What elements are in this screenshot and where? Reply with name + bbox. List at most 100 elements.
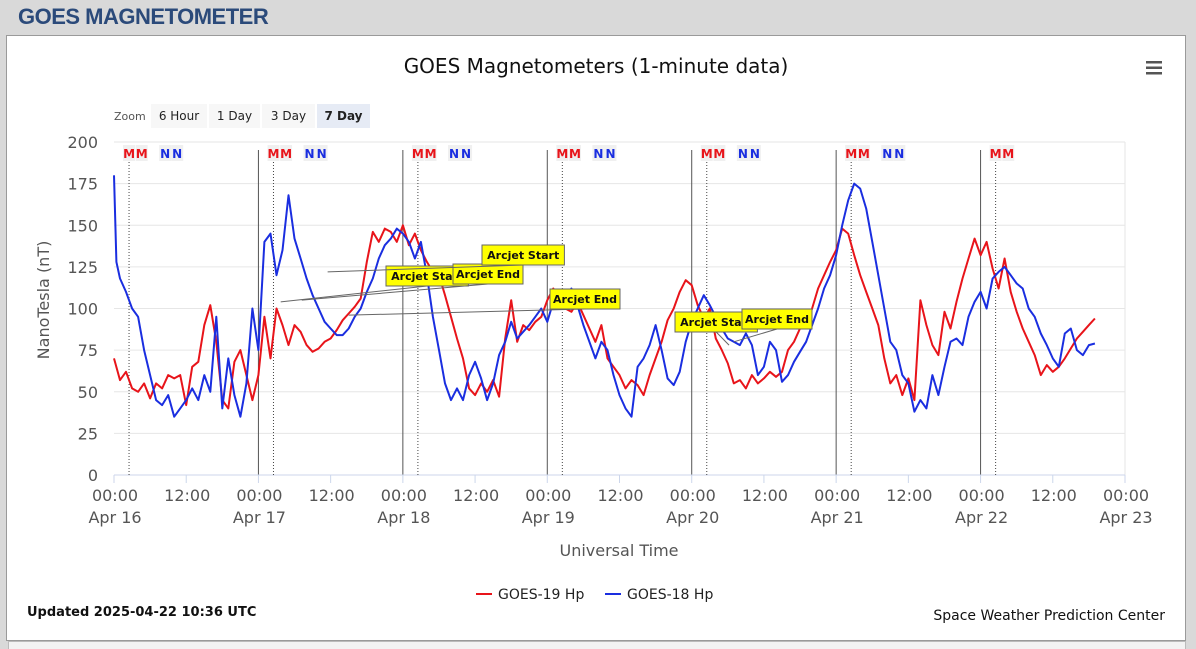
x-tick-date-label: Apr 23 (1099, 508, 1152, 527)
marker-m: M (424, 145, 437, 161)
zoom-button-bg[interactable] (151, 104, 207, 128)
marker-bg (448, 145, 461, 161)
y-tick-label: 100 (67, 300, 98, 319)
marker-n: N (893, 145, 906, 161)
x-tick-date-label: Apr 22 (955, 508, 1008, 527)
y-tick-label: 25 (78, 424, 98, 443)
marker-n: N (748, 145, 761, 161)
legend-label[interactable]: GOES-18 Hp (627, 587, 713, 603)
x-tick-time-label: 00:00 (236, 486, 282, 505)
x-axis-title: Universal Time (559, 541, 678, 560)
y-tick-label: 0 (88, 466, 98, 485)
zoom-button-bg[interactable] (262, 104, 315, 128)
zoom-button-label[interactable]: 6 Hour (159, 109, 199, 123)
y-tick-label: 75 (78, 341, 98, 360)
marker-label: N (605, 147, 615, 161)
x-tick-time-label: 00:00 (959, 486, 1005, 505)
marker-label: N (317, 147, 327, 161)
marker-n: N (303, 145, 316, 161)
updated-timestamp: Updated 2025-04-22 10:36 UTC (27, 605, 256, 620)
hamburger-menu-icon[interactable] (1140, 56, 1168, 80)
page-title: GOES MAGNETOMETER (18, 4, 269, 29)
legend-item-goes18[interactable]: GOES-18 Hp (605, 587, 713, 603)
y-axis-title: NanoTesla (nT) (34, 241, 53, 360)
x-tick-time-label: 00:00 (670, 486, 716, 505)
annotation-connector (348, 308, 586, 316)
arcjet-annotation: Arcjet End (348, 288, 621, 316)
marker-label: M (280, 147, 292, 161)
zoom-button-3-day[interactable]: 3 Day (262, 104, 315, 128)
marker-label: N (593, 147, 603, 161)
marker-n: N (171, 145, 184, 161)
annotation-label: Arcjet End (456, 268, 520, 281)
marker-n: N (881, 145, 894, 161)
legend-item-goes19[interactable]: GOES-19 Hp (476, 587, 584, 603)
marker-bg (748, 145, 761, 161)
marker-bg (845, 145, 858, 161)
zoom-button-bg[interactable] (209, 104, 260, 128)
zoom-label: Zoom (114, 110, 146, 123)
marker-n: N (315, 145, 328, 161)
y-tick-label: 125 (67, 258, 98, 277)
marker-label: N (172, 147, 182, 161)
y-tick-label: 50 (78, 383, 98, 402)
zoom-button-6-hour[interactable]: 6 Hour (151, 104, 207, 128)
marker-m: M (411, 145, 424, 475)
page-header: GOES MAGNETOMETER (0, 0, 1196, 36)
goes19-line (113, 224, 1096, 410)
y-tick-label: 150 (67, 216, 98, 235)
x-tick-date-label: Apr 19 (522, 508, 575, 527)
x-tick-time-label: 00:00 (1103, 486, 1149, 505)
marker-n: N (448, 145, 461, 161)
x-tick-date-label: Apr 21 (811, 508, 864, 527)
zoom-button-label[interactable]: 3 Day (271, 109, 306, 123)
credit-text: Space Weather Prediction Center (933, 608, 1165, 624)
marker-m: M (280, 145, 293, 161)
annotation-box (741, 308, 813, 330)
annotation-label: Arcjet Start (680, 316, 752, 329)
marker-m: M (568, 145, 581, 161)
zoom-button-label[interactable]: 1 Day (217, 109, 252, 123)
marker-label: N (305, 147, 315, 161)
marker-label: N (750, 147, 760, 161)
annotation-label: Arcjet Start (391, 270, 463, 283)
marker-bg (592, 145, 605, 161)
annotation-connector (327, 264, 524, 273)
marker-label: N (461, 147, 471, 161)
x-tick-date-label: Apr 20 (666, 508, 719, 527)
legend-label[interactable]: GOES-19 Hp (498, 587, 584, 603)
zoom-button-label[interactable]: 7 Day (324, 109, 362, 123)
zoom-button-bg[interactable] (317, 104, 370, 128)
marker-label: M (845, 147, 857, 161)
marker-m: M (845, 145, 858, 475)
arcjet-annotation: Arcjet Start (674, 311, 758, 346)
marker-bg (713, 145, 726, 161)
marker-label: M (569, 147, 581, 161)
x-tick-time-label: 00:00 (525, 486, 571, 505)
marker-bg (568, 145, 581, 161)
x-tick-date-label: Apr 18 (377, 508, 430, 527)
marker-bg (303, 145, 316, 161)
chart-title: GOES Magnetometers (1-minute data) (404, 54, 789, 78)
marker-label: N (160, 147, 170, 161)
marker-bg (159, 145, 172, 161)
marker-n: N (736, 145, 749, 161)
marker-label: M (556, 147, 568, 161)
marker-m: M (267, 145, 280, 475)
arcjet-annotation: Arcjet End (733, 308, 813, 343)
marker-label: N (894, 147, 904, 161)
marker-bg (1002, 145, 1015, 161)
zoom-button-1-day[interactable]: 1 Day (209, 104, 260, 128)
marker-bg (411, 145, 424, 161)
marker-label: M (990, 147, 1002, 161)
marker-bg (280, 145, 293, 161)
marker-m: M (123, 145, 136, 475)
x-tick-date-label: Apr 16 (88, 508, 141, 527)
x-tick-time-label: 12:00 (886, 486, 932, 505)
annotation-label: Arcjet Start (487, 249, 559, 262)
zoom-button-7-day[interactable]: 7 Day (317, 104, 370, 128)
marker-bg (556, 145, 569, 161)
x-tick-time-label: 12:00 (164, 486, 210, 505)
marker-bg (267, 145, 280, 161)
marker-label: M (123, 147, 135, 161)
